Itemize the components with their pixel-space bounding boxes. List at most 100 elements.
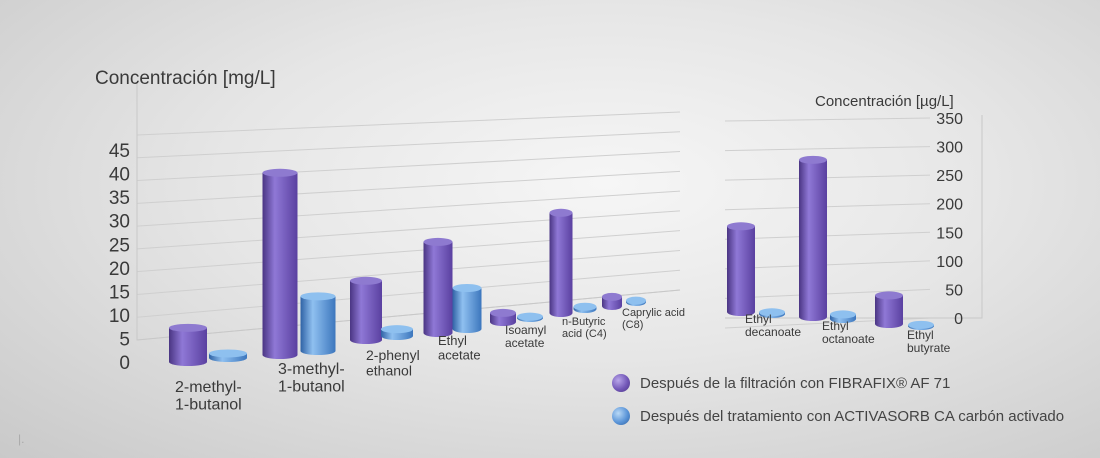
bar-blue-6: [626, 296, 646, 306]
bar-blue-r0: [759, 308, 785, 318]
left-y-tick-label: 35: [109, 188, 130, 209]
bar-purple-r0-top: [727, 222, 755, 231]
left-axis-frame: [136, 82, 681, 341]
bar-purple-5-top: [549, 208, 573, 217]
right-y-tick-label: 350: [936, 111, 963, 128]
bar-blue-3-top: [452, 284, 482, 292]
legend-label-activasorb: Después del tratamiento con ACTIVASORB C…: [640, 407, 1065, 425]
bar-purple-r2: [875, 291, 903, 328]
bar-purple-r1: [799, 155, 827, 321]
category-label: 2-methyl-1-butanol: [175, 379, 242, 414]
category-label: Ethyl decanoate: [745, 312, 801, 339]
legend-item-activasorb: Después del tratamiento con ACTIVASORB C…: [612, 407, 1064, 425]
bar-purple-0-body: [169, 327, 207, 366]
left-gridline: [136, 131, 681, 159]
bar-purple-2-body: [350, 280, 382, 344]
bar-purple-0-top: [169, 323, 207, 332]
right-y-tick-label: 0: [954, 311, 963, 328]
corner-mark: |.: [18, 432, 25, 446]
bar-purple-1-top: [262, 168, 298, 177]
right-y-tick-label: 200: [936, 197, 963, 214]
bar-purple-5: [549, 208, 573, 317]
bar-purple-r2-body: [875, 295, 903, 328]
legend-item-fibrafix: Después de la filtración con FIBRAFIX® A…: [612, 374, 950, 392]
bar-blue-r0-top: [759, 308, 785, 317]
bar-blue-2-top: [381, 325, 413, 334]
left-gridline: [136, 151, 681, 182]
left-y-tick-label: 15: [109, 282, 130, 303]
category-label: Caprylic acid (C8): [622, 307, 685, 331]
right-gridline: [724, 117, 931, 122]
bar-blue-4: [517, 312, 543, 322]
category-label: n-Butyric acid (C4): [562, 316, 607, 340]
bar-purple-4: [490, 308, 516, 326]
left-axis-title: Concentración [mg/L]: [95, 68, 276, 89]
legend-label-fibrafix: Después de la filtración con FIBRAFIX® A…: [640, 374, 951, 392]
right-y-tick-label: 100: [936, 254, 963, 271]
grid-lines: [136, 111, 931, 341]
left-gridline: [136, 210, 681, 250]
left-gridline: [136, 111, 681, 136]
right-gridline: [724, 146, 931, 152]
bar-blue-3: [452, 284, 482, 333]
purple-dot-icon: [612, 374, 630, 392]
bar-purple-3-top: [423, 237, 453, 246]
left-y-tick-label: 20: [109, 259, 130, 280]
bar-purple-1-body: [262, 172, 298, 359]
bar-purple-r0-body: [727, 226, 755, 316]
right-gridline: [724, 203, 931, 211]
bar-purple-r1-top: [799, 155, 827, 164]
right-y-tick-label: 250: [936, 168, 963, 185]
right-gridline: [724, 231, 931, 240]
bar-blue-4-top: [517, 312, 543, 321]
bar-purple-r0: [727, 222, 755, 316]
category-label: 3-methyl-1-butanol: [278, 361, 345, 396]
bar-blue-6-top: [626, 296, 646, 305]
right-gridline: [724, 174, 931, 181]
bar-purple-4-top: [490, 308, 516, 317]
bar-blue-r2: [908, 320, 934, 330]
category-label: 2-phenyl ethanol: [366, 347, 420, 378]
left-y-tick-label: 5: [119, 330, 130, 351]
bar-blue-5-top: [573, 302, 597, 311]
left-gridline: [136, 170, 681, 204]
bar-purple-r2-top: [875, 291, 903, 300]
bar-purple-1: [262, 168, 298, 359]
bar-blue-3-body: [452, 288, 482, 333]
bar-blue-0: [209, 349, 247, 362]
category-label: Ethyl octanoate: [822, 319, 875, 346]
bar-blue-2: [381, 325, 413, 340]
bar-blue-1: [300, 292, 336, 355]
left-y-tick-label: 0: [119, 353, 130, 374]
bars: [169, 155, 934, 366]
left-y-tick-label: 30: [109, 212, 130, 233]
left-y-tick-label: 45: [109, 141, 130, 162]
category-label: Ethyl acetate: [438, 333, 481, 362]
category-label: Ethyl butyrate: [907, 328, 951, 355]
bar-blue-5: [573, 302, 597, 313]
right-axis-title: Concentración [µg/L]: [815, 93, 954, 110]
left-y-tick-label: 25: [109, 235, 130, 256]
bar-purple-6: [602, 292, 622, 310]
bar-purple-2-top: [350, 276, 382, 285]
right-y-tick-label: 300: [936, 140, 963, 157]
bar-blue-1-top: [300, 292, 336, 301]
left-y-tick-label: 40: [109, 165, 130, 186]
category-label: Isoamyl acetate: [505, 323, 546, 350]
bar-purple-5-body: [549, 212, 573, 317]
left-gridline: [136, 230, 681, 273]
right-gridline: [724, 260, 931, 270]
left-gridline: [136, 190, 681, 227]
right-y-tick-label: 50: [945, 282, 963, 299]
bar-purple-6-top: [602, 292, 622, 301]
left-gridline: [136, 249, 681, 295]
bar-purple-3-body: [423, 241, 453, 337]
blue-dot-icon: [612, 407, 630, 425]
bar-blue-r1-top: [830, 310, 856, 319]
bar-purple-0: [169, 323, 207, 366]
bar-purple-r1-body: [799, 159, 827, 321]
bar-blue-r1: [830, 310, 856, 323]
bar-blue-0-top: [209, 349, 247, 358]
